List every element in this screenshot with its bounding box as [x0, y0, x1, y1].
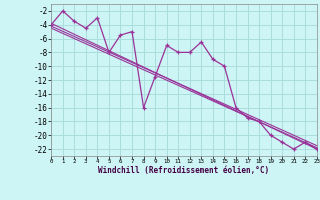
- X-axis label: Windchill (Refroidissement éolien,°C): Windchill (Refroidissement éolien,°C): [99, 166, 269, 175]
